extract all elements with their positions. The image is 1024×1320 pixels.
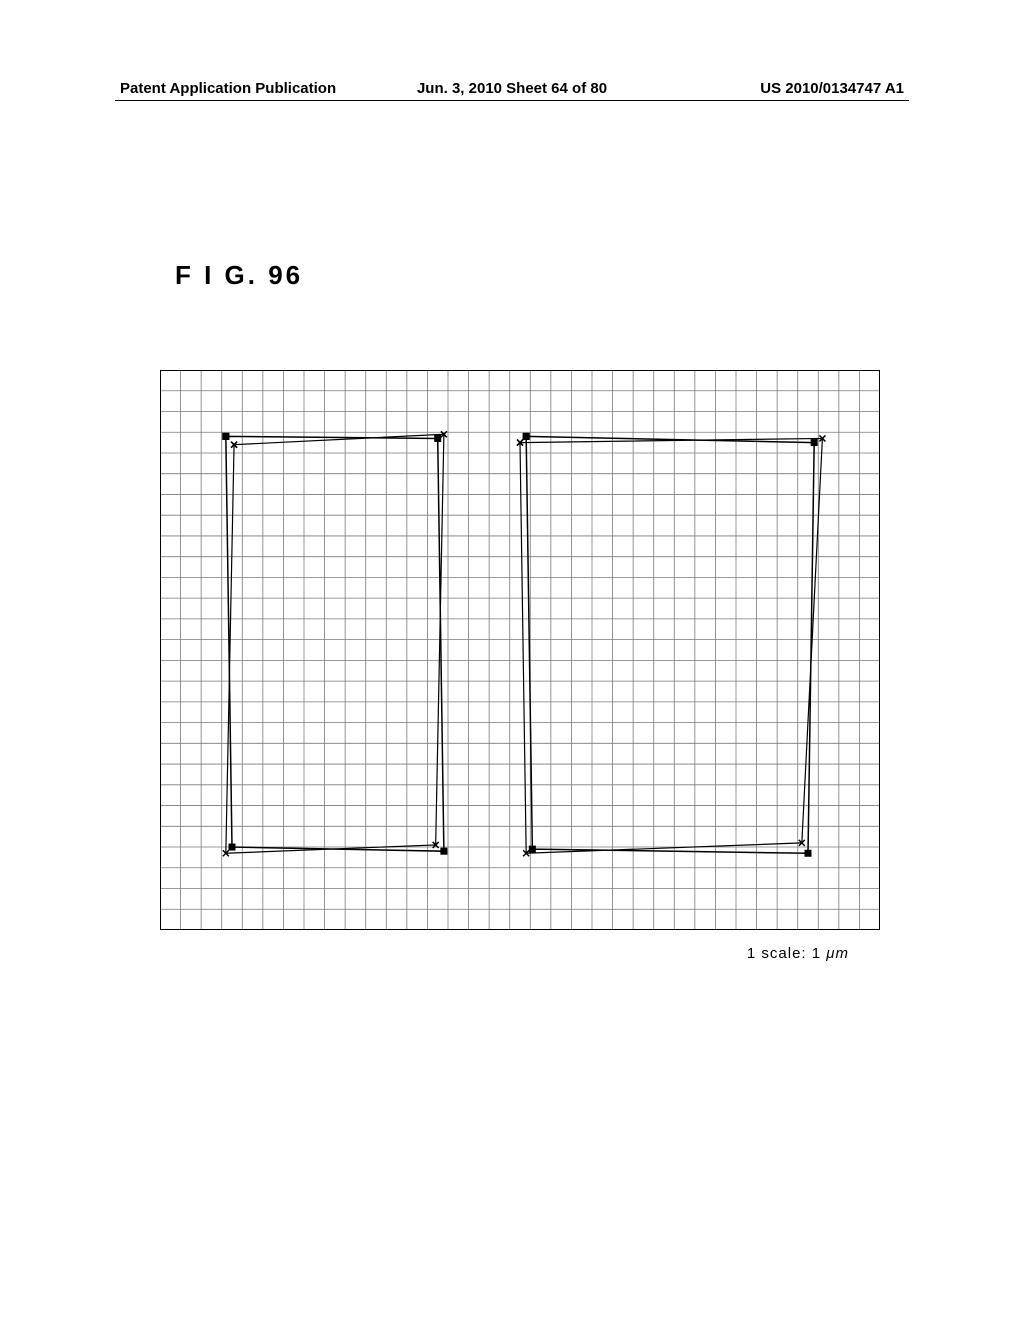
header-left: Patent Application Publication (120, 80, 336, 97)
header-right: US 2010/0134747 A1 (760, 80, 904, 97)
scale-prefix: 1 scale: 1 (747, 945, 826, 962)
grid-chart (160, 370, 880, 930)
scale-unit: μm (826, 945, 849, 962)
header-center: Jun. 3, 2010 Sheet 64 of 80 (417, 80, 607, 97)
scale-label: 1 scale: 1 μm (747, 945, 849, 962)
figure-label: F I G. 96 (175, 260, 303, 291)
page-header: Patent Application Publication Jun. 3, 2… (0, 80, 1024, 97)
chart-container (160, 370, 880, 930)
header-divider (115, 100, 909, 101)
